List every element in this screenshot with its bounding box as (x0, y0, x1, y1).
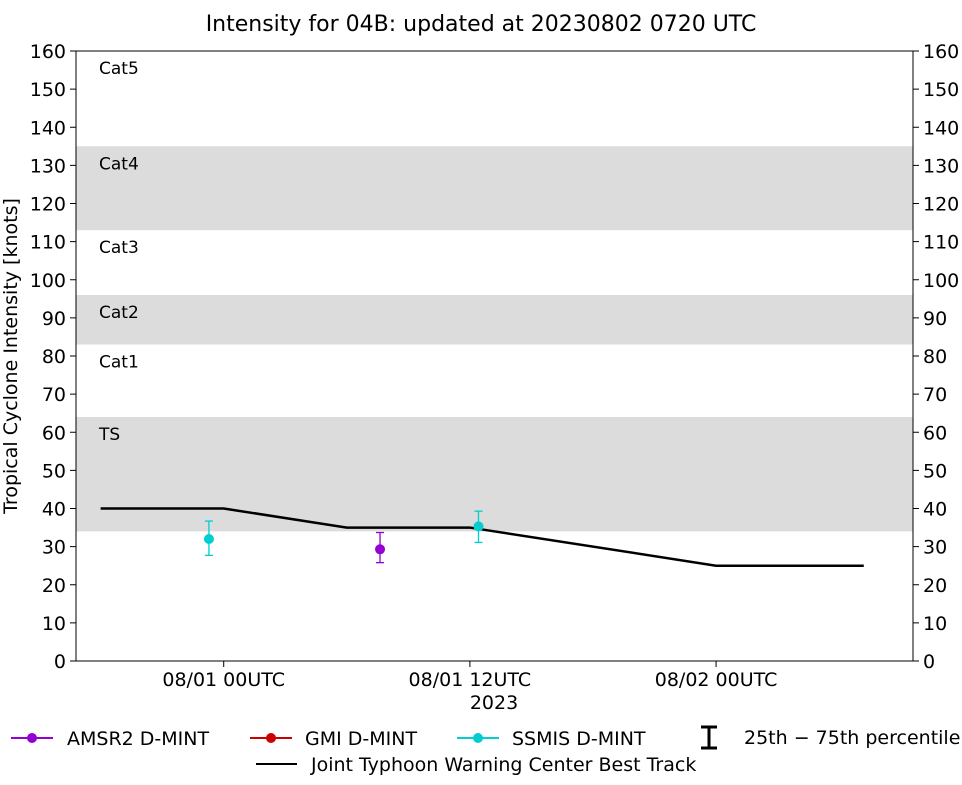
y-tick-label-right: 90 (923, 308, 947, 330)
legend-gmi-marker (266, 733, 276, 743)
y-tick-label-left: 60 (42, 422, 66, 444)
legend-item-best-track: Joint Typhoon Warning Center Best Track (256, 754, 696, 776)
ssmis-point (203, 534, 214, 544)
ssmis-point (473, 521, 484, 532)
y-tick-label-left: 160 (30, 41, 66, 63)
band-label-ts: TS (98, 425, 120, 445)
best-track (100, 507, 864, 567)
y-tick-label-left: 150 (30, 79, 66, 101)
x-tick-label: 08/01 12UTC (409, 669, 532, 691)
dmint-points (203, 510, 484, 564)
y-tick-label-left: 30 (42, 537, 66, 559)
plot-frame (75, 50, 914, 662)
legend-ssmis-label: SSMIS D-MINT (512, 728, 646, 750)
y-tick-label-left: 100 (30, 270, 66, 292)
x-axis: 08/01 00UTC 08/01 12UTC 08/02 00UTC (162, 661, 777, 691)
band-label-cat4: Cat4 (99, 154, 139, 174)
y-tick-label-right: 70 (923, 384, 947, 406)
x-tick-label: 08/02 00UTC (655, 669, 778, 691)
y-tick-label-right: 40 (923, 499, 947, 521)
x-tick-label: 08/01 00UTC (162, 669, 285, 691)
band-cat4 (76, 146, 913, 231)
legend-item-gmi: GMI D-MINT (250, 728, 417, 750)
y-tick-label-right: 60 (923, 422, 947, 444)
legend-amsr2-marker (27, 733, 37, 743)
legend-percentile-label: 25th − 75th percentile (744, 727, 960, 749)
legend-ssmis-marker (473, 733, 483, 743)
y-tick-label-left: 80 (42, 346, 66, 368)
percentile-errorbar-icon (701, 725, 717, 750)
legend-item-ssmis: SSMIS D-MINT (457, 728, 646, 750)
legend-item-percentile: 25th − 75th percentile (701, 725, 960, 750)
y-tick-label-right: 0 (923, 651, 935, 673)
y-axis-right: 0 10 20 30 40 50 60 70 80 90 100 110 120 130 140 150 160 (913, 41, 959, 673)
amsr2-point (375, 544, 386, 555)
y-tick-label-left: 90 (42, 308, 66, 330)
category-labels: TS Cat1 Cat2 Cat3 Cat4 Cat5 (98, 59, 139, 445)
band-ts (76, 417, 913, 532)
legend-gmi-label: GMI D-MINT (305, 728, 417, 750)
legend-amsr2-label: AMSR2 D-MINT (67, 728, 209, 750)
y-tick-label-right: 140 (923, 117, 959, 139)
band-cat2 (76, 295, 913, 345)
y-tick-label-right: 30 (923, 537, 947, 559)
band-label-cat1: Cat1 (99, 353, 139, 373)
x-axis-label: 2023 (470, 692, 518, 714)
y-tick-label-left: 40 (42, 499, 66, 521)
band-label-cat3: Cat3 (99, 238, 139, 258)
y-tick-label-right: 100 (923, 270, 959, 292)
y-tick-label-left: 10 (42, 613, 66, 635)
band-label-cat2: Cat2 (99, 303, 139, 323)
y-tick-label-right: 10 (923, 613, 947, 635)
best-track-line (100, 507, 864, 567)
band-label-cat5: Cat5 (99, 59, 139, 79)
legend: AMSR2 D-MINT GMI D-MINT SSMIS D-MINT 25t… (11, 725, 960, 776)
y-tick-label-right: 80 (923, 346, 947, 368)
y-tick-label-left: 0 (54, 651, 66, 673)
y-tick-label-left: 50 (42, 460, 66, 482)
y-tick-label-right: 150 (923, 79, 959, 101)
y-tick-label-right: 110 (923, 232, 959, 254)
y-tick-label-right: 160 (923, 41, 959, 63)
y-tick-label-left: 130 (30, 155, 66, 177)
y-tick-label-left: 70 (42, 384, 66, 406)
chart-title: Intensity for 04B: updated at 20230802 0… (206, 12, 757, 37)
y-axis-left: 0 10 20 30 40 50 60 70 80 90 100 110 120 130 140 150 160 (30, 41, 76, 673)
y-tick-label-left: 110 (30, 232, 66, 254)
legend-best-track-label: Joint Typhoon Warning Center Best Track (310, 754, 696, 776)
legend-item-amsr2: AMSR2 D-MINT (11, 728, 209, 750)
category-bands (76, 146, 913, 532)
y-tick-label-left: 140 (30, 117, 66, 139)
y-tick-label-left: 20 (42, 575, 66, 597)
y-tick-label-right: 120 (923, 194, 959, 216)
y-tick-label-left: 120 (30, 194, 66, 216)
y-tick-label-right: 20 (923, 575, 947, 597)
y-axis-label: Tropical Cyclone Intensity [knots] (0, 198, 22, 515)
y-tick-label-right: 50 (923, 460, 947, 482)
y-tick-label-right: 130 (923, 155, 959, 177)
